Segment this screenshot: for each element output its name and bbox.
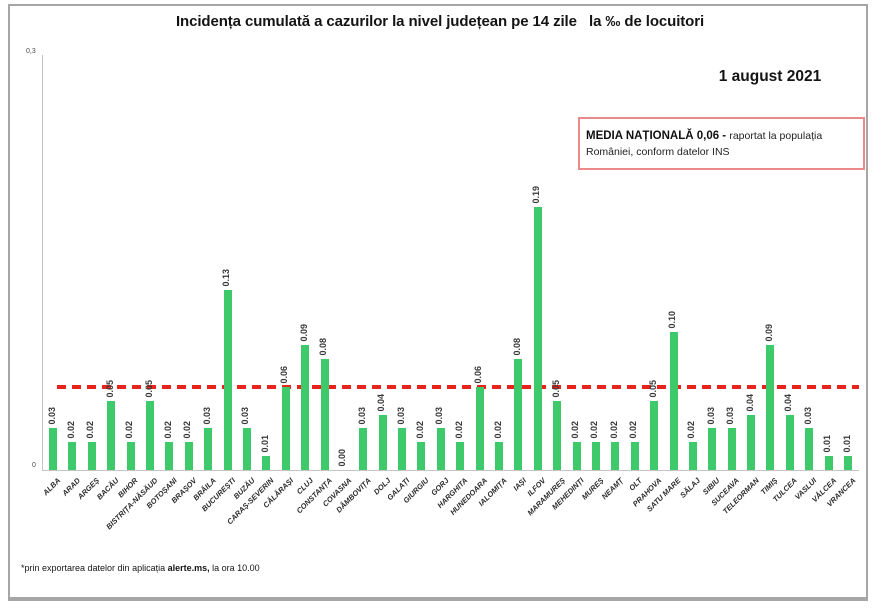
bar-value-label: 0.05 [550, 380, 561, 398]
bar [844, 456, 852, 470]
bar-value-label: 0.03 [725, 407, 736, 425]
chart-title: Incidența cumulată a cazurilor la nivel … [175, 13, 705, 30]
bar [747, 415, 755, 470]
footnote-suffix: la ora 10.00 [209, 563, 260, 573]
bar-value-label: 0.03 [395, 407, 406, 425]
y-axis-tick-bottom: 0 [32, 462, 36, 469]
bar [68, 442, 77, 470]
bar [766, 345, 775, 470]
x-axis-label: SĂLAJ [678, 476, 703, 500]
bar-value-label: 0.09 [763, 324, 774, 342]
y-axis-tick-top: 0,3 [26, 48, 36, 55]
bar-value-label: 0.03 [240, 407, 251, 425]
bar-value-label: 0.03 [434, 407, 445, 425]
bar-value-label: 0.00 [337, 449, 348, 467]
national-average-value: MEDIA NAȚIONALĂ 0,06 - [586, 130, 730, 142]
bar [456, 442, 465, 470]
bar [262, 456, 271, 470]
bar [301, 345, 310, 470]
bar [708, 428, 717, 470]
bar [495, 442, 503, 470]
bar-value-label: 0.02 [628, 421, 639, 439]
bar-value-label: 0.02 [414, 421, 425, 439]
bar-value-label: 0.03 [201, 407, 212, 425]
bar [359, 428, 368, 470]
bar-value-label: 0.05 [104, 380, 115, 398]
bar-value-label: 0.09 [298, 324, 309, 342]
bar [669, 332, 678, 470]
bar-value-label: 0.08 [511, 338, 522, 356]
bar [378, 415, 387, 470]
bar [165, 442, 174, 470]
bar-value-label: 0.02 [85, 421, 96, 439]
bar-value-label: 0.02 [589, 421, 600, 439]
bar [184, 442, 193, 470]
bar [553, 401, 562, 470]
bar [785, 415, 794, 470]
bar-value-label: 0.05 [647, 380, 658, 398]
bar [281, 387, 290, 470]
bar [591, 442, 600, 470]
bar-value-label: 0.02 [162, 421, 173, 439]
bar-value-label: 0.06 [473, 366, 484, 384]
bar [805, 428, 814, 470]
bar-value-label: 0.03 [802, 407, 813, 425]
bar [688, 442, 697, 470]
bar-value-label: 0.13 [221, 269, 231, 287]
bar-value-label: 0.02 [182, 421, 193, 439]
bar-value-label: 0.02 [65, 421, 76, 439]
bar [514, 359, 523, 470]
bar-value-label: 0.06 [279, 366, 290, 384]
bar [49, 428, 57, 470]
bar-value-label: 0.03 [356, 407, 367, 425]
bar [126, 442, 135, 470]
date-label: 1 august 2021 [718, 68, 822, 85]
bar-value-label: 0.05 [143, 380, 154, 398]
bar-value-label: 0.04 [744, 394, 755, 412]
bar-value-label: 0.19 [531, 186, 542, 204]
bar-value-label: 0.01 [259, 435, 270, 453]
footnote-app-name: alerte.ms, [167, 563, 210, 573]
bar [417, 442, 426, 470]
bar-value-label: 0.02 [686, 421, 697, 439]
bar [107, 401, 116, 470]
bar [650, 401, 659, 470]
x-axis-label: ALBA [41, 476, 63, 498]
bar-value-label: 0.04 [376, 394, 387, 412]
footnote-prefix: *prin exportarea datelor din aplicația [21, 563, 168, 573]
bar-value-label: 0.03 [705, 407, 716, 425]
plot-area: 0.03 ALBA 0.02 ARAD 0.02 ARGEȘ 0.05 BACĂU 0.02 BI… [41, 55, 859, 531]
bar-value-label: 0.01 [841, 435, 852, 453]
bar [572, 442, 581, 470]
national-average-box: MEDIA NAȚIONALĂ 0,06 - raportat la popul… [578, 117, 865, 170]
bar-value-label: 0.03 [46, 407, 57, 425]
bar [320, 359, 329, 470]
bar [611, 442, 620, 470]
bar-value-label: 0.02 [570, 421, 580, 439]
bar-value-label: 0.02 [124, 421, 135, 439]
bar [87, 442, 96, 470]
bar [475, 387, 484, 470]
bar-value-label: 0.10 [667, 311, 677, 329]
bar [146, 401, 154, 470]
bar [223, 290, 232, 470]
bar-value-label: 0.04 [783, 394, 794, 412]
bar [727, 428, 736, 470]
bar [398, 428, 406, 470]
bar [824, 456, 833, 470]
bar [533, 207, 542, 470]
bar-value-label: 0.02 [492, 421, 503, 439]
national-average-line [57, 385, 859, 389]
footnote: *prin exportarea datelor din aplicația a… [21, 563, 260, 573]
bar [436, 428, 445, 470]
bar [242, 428, 251, 470]
national-average-description: raportat la populația României, conform … [586, 130, 823, 158]
bar-value-label: 0.01 [822, 435, 833, 453]
bar [204, 428, 213, 470]
bar-value-label: 0.02 [608, 421, 619, 439]
bar-value-label: 0.02 [453, 421, 464, 439]
bar [630, 442, 639, 470]
bar-value-label: 0.08 [318, 338, 328, 356]
